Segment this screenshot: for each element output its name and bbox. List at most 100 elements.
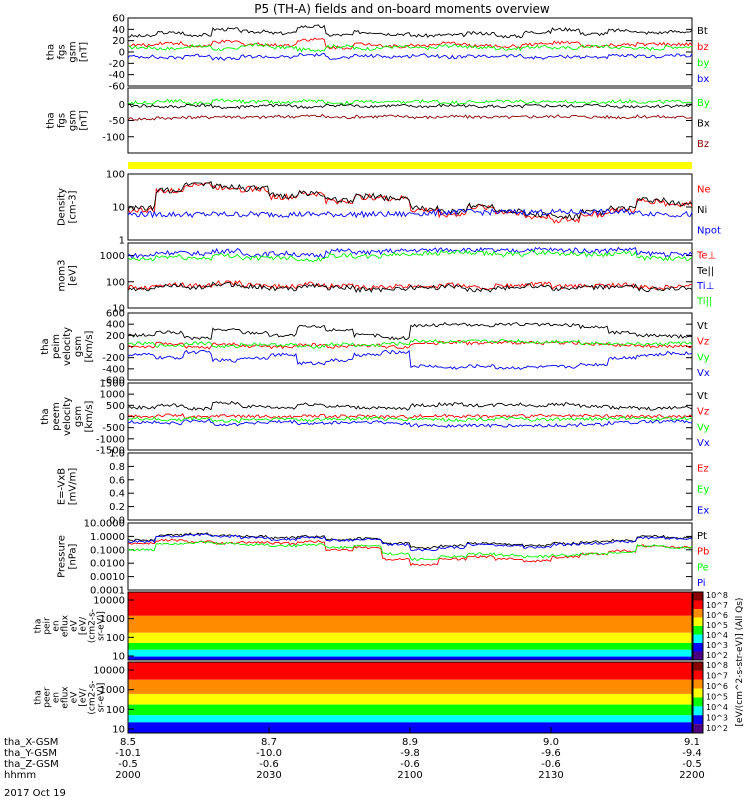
y-axis-label: eV bbox=[70, 619, 80, 632]
panel-frame bbox=[127, 382, 693, 451]
y-tick-label: 1.0 bbox=[109, 449, 125, 460]
legend-label: Pe bbox=[697, 562, 709, 573]
series-line bbox=[127, 532, 693, 550]
y-tick-label: 1.0000 bbox=[90, 532, 125, 543]
y-axis-label: gsm bbox=[73, 336, 84, 357]
status-bar bbox=[128, 162, 692, 169]
x-row-label: tha_X-GSM bbox=[4, 737, 58, 748]
y-axis-label: Pressure bbox=[57, 535, 68, 578]
y-tick-label: 10 bbox=[112, 725, 125, 736]
y-axis-label: [eV] bbox=[68, 265, 79, 286]
y-tick-label: 400 bbox=[106, 320, 125, 331]
colorbar-tick-label: 10^5 bbox=[706, 621, 728, 630]
y-axis-label: tha bbox=[46, 44, 57, 60]
y-axis-label: tha bbox=[34, 619, 44, 634]
x-tick-label: -10.1 bbox=[115, 748, 141, 759]
legend-label: Vx bbox=[697, 438, 710, 449]
panel-frame bbox=[127, 452, 693, 521]
y-axis-label: peer bbox=[43, 687, 53, 708]
legend-label: Pb bbox=[697, 547, 709, 558]
y-axis-label: (cm2-s- bbox=[88, 609, 98, 643]
x-tick-label: -0.6 bbox=[541, 759, 561, 770]
series-line bbox=[127, 338, 693, 349]
panel-frame bbox=[127, 242, 693, 309]
x-tick-label: -0.6 bbox=[400, 759, 420, 770]
y-axis-label: eflux bbox=[61, 686, 71, 709]
series-line bbox=[127, 280, 693, 291]
legend-label: Bz bbox=[697, 139, 709, 150]
y-axis-label: [eV/ bbox=[79, 616, 89, 635]
colorbar-tick-label: 10^8 bbox=[706, 661, 728, 670]
plot-title: P5 (TH-A) fields and on-board moments ov… bbox=[254, 2, 550, 16]
x-tick-label: 2130 bbox=[538, 770, 563, 781]
panel-7: 1.0 0.8 0.6 0.4 0.2 0.0 E=-VxB [mV/m] Ez Ey Ex bbox=[57, 449, 710, 527]
series-line bbox=[127, 246, 693, 259]
series-line bbox=[127, 24, 693, 39]
colorbar-segment bbox=[693, 600, 703, 609]
y-tick-label: 1500 bbox=[100, 379, 125, 390]
y-axis-label: sr-eV)] bbox=[97, 611, 107, 641]
y-tick-label: -600 bbox=[102, 376, 125, 387]
legend-label: Ez bbox=[697, 464, 709, 475]
y-tick-label: -200 bbox=[102, 353, 125, 364]
series-line bbox=[127, 249, 693, 263]
colorbar-segment bbox=[693, 626, 703, 635]
x-tick-label: -0.5 bbox=[118, 759, 138, 770]
colorbar-segment bbox=[693, 634, 703, 643]
y-axis-label: [mV/m] bbox=[68, 468, 79, 506]
x-tick-label: -9.6 bbox=[541, 748, 561, 759]
y-tick-label: -20 bbox=[109, 59, 125, 70]
series-line bbox=[127, 322, 693, 341]
legend-label: Bx bbox=[697, 119, 710, 130]
legend-label: Te⊥ bbox=[696, 251, 716, 262]
y-tick-label: 0 bbox=[119, 412, 125, 423]
y-axis-label: [km/s] bbox=[84, 330, 95, 362]
x-tick-label: -0.5 bbox=[682, 759, 702, 770]
colorbar-segment bbox=[693, 643, 703, 652]
colorbar-tick-label: 10^5 bbox=[706, 693, 728, 702]
legend-label: Pi bbox=[697, 578, 706, 589]
y-axis-label: mom3 bbox=[57, 260, 68, 292]
colorbar-segment bbox=[693, 617, 703, 626]
colorbar-segment bbox=[693, 662, 703, 671]
y-tick-label: 0 bbox=[119, 48, 125, 59]
colorbar-tick-label: 10^2 bbox=[706, 651, 728, 660]
spectrogram-band bbox=[128, 615, 692, 633]
y-tick-label: 20 bbox=[112, 36, 125, 47]
y-axis-label: en bbox=[52, 620, 62, 631]
spectrogram-frame bbox=[127, 591, 693, 661]
x-tick-label: -9.8 bbox=[400, 748, 420, 759]
y-axis-label: en bbox=[52, 692, 62, 703]
y-tick-label: 1000 bbox=[100, 251, 125, 262]
x-tick-label: 8.5 bbox=[120, 737, 136, 748]
colorbar-tick-label: 10^7 bbox=[706, 601, 728, 610]
series-line bbox=[127, 541, 693, 561]
y-tick-label: 0.0010 bbox=[90, 572, 125, 583]
y-tick-label: 10000 bbox=[93, 666, 125, 677]
series-line bbox=[127, 400, 693, 411]
colorbar-tick-label: 10^6 bbox=[706, 611, 728, 620]
y-tick-label: 10000 bbox=[93, 596, 125, 607]
panel-frame bbox=[127, 87, 693, 154]
y-axis-label: velocity bbox=[62, 397, 73, 436]
colorbar-tick-label: 10^7 bbox=[706, 672, 728, 681]
colorbar-frame bbox=[692, 591, 704, 661]
y-tick-label: -400 bbox=[102, 364, 125, 375]
y-tick-label: 10 bbox=[112, 203, 125, 214]
series-line bbox=[127, 42, 693, 53]
y-axis-label: [cm-3] bbox=[68, 190, 79, 223]
colorbar-segment bbox=[693, 697, 703, 707]
series-line bbox=[127, 538, 693, 567]
y-tick-label: 1000 bbox=[100, 390, 125, 401]
legend-label: Bt bbox=[697, 26, 708, 37]
legend-label: Vz bbox=[697, 407, 709, 418]
series-line bbox=[127, 98, 693, 106]
colorbar-tick-label: 10^4 bbox=[706, 631, 728, 640]
date-label: 2017 Oct 19 bbox=[4, 788, 66, 799]
series-line bbox=[127, 208, 693, 219]
legend-label: bz bbox=[697, 42, 709, 53]
y-tick-label: 0.0100 bbox=[90, 559, 125, 570]
legend-label: Vz bbox=[697, 337, 709, 348]
y-axis-label: (cm2-s- bbox=[88, 680, 98, 714]
